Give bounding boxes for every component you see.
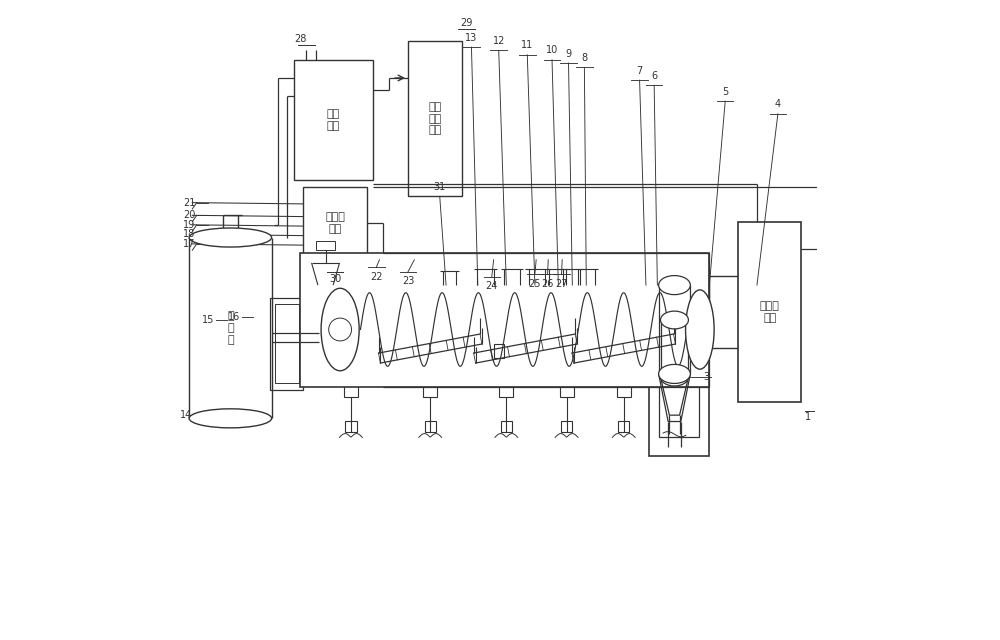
Bar <box>275 304 299 383</box>
Circle shape <box>329 318 352 341</box>
Bar <box>331 326 334 333</box>
Text: 1: 1 <box>805 412 811 422</box>
Bar <box>294 60 373 180</box>
Text: 12: 12 <box>493 36 505 46</box>
Bar <box>738 221 801 403</box>
Text: 废气
处理
系统: 废气 处理 系统 <box>428 102 442 135</box>
Text: 13: 13 <box>465 33 478 43</box>
Ellipse shape <box>659 364 690 383</box>
Circle shape <box>361 328 365 332</box>
Circle shape <box>333 314 337 318</box>
Text: 再
燃
室: 再 燃 室 <box>227 311 234 344</box>
Bar <box>344 326 347 333</box>
Bar <box>499 375 513 397</box>
Bar <box>319 285 706 374</box>
Text: 11: 11 <box>521 40 533 51</box>
Ellipse shape <box>189 409 272 428</box>
Circle shape <box>315 328 319 332</box>
Circle shape <box>333 341 337 345</box>
Bar <box>649 320 709 456</box>
Bar <box>348 326 351 333</box>
Text: 2: 2 <box>703 323 709 333</box>
Bar <box>659 339 699 437</box>
Ellipse shape <box>189 228 272 247</box>
Bar <box>339 326 342 333</box>
Text: 余热
锅炉: 余热 锅炉 <box>327 109 340 131</box>
Text: 16: 16 <box>228 312 240 322</box>
Ellipse shape <box>686 290 714 369</box>
Text: 15: 15 <box>202 315 215 325</box>
Text: 31: 31 <box>434 182 446 192</box>
Bar <box>300 253 709 387</box>
Bar <box>303 187 367 260</box>
Bar <box>345 421 357 432</box>
Text: 29: 29 <box>461 18 473 28</box>
Bar <box>494 344 504 358</box>
Circle shape <box>359 333 363 337</box>
Text: 高温热
解炉: 高温热 解炉 <box>760 301 780 323</box>
Bar <box>344 375 358 397</box>
Circle shape <box>318 333 321 337</box>
Circle shape <box>324 317 328 321</box>
Bar <box>316 241 335 250</box>
Bar <box>408 41 462 196</box>
Bar <box>327 326 330 333</box>
Bar <box>423 375 437 397</box>
Text: 26: 26 <box>541 279 554 289</box>
Circle shape <box>343 341 347 345</box>
Text: 3: 3 <box>703 372 709 382</box>
Ellipse shape <box>659 276 690 294</box>
Circle shape <box>343 314 347 318</box>
Circle shape <box>324 339 328 342</box>
Bar <box>561 421 572 432</box>
Text: 8: 8 <box>581 53 587 63</box>
Bar <box>560 375 574 397</box>
Text: 20: 20 <box>183 211 195 220</box>
Text: 19: 19 <box>183 220 195 230</box>
Circle shape <box>359 322 363 326</box>
Text: 6: 6 <box>651 71 657 81</box>
Circle shape <box>352 339 356 342</box>
Text: 冷却水
系统: 冷却水 系统 <box>325 212 345 234</box>
Text: 28: 28 <box>294 34 306 44</box>
Text: 4: 4 <box>775 99 781 109</box>
Ellipse shape <box>321 288 359 371</box>
Text: 22: 22 <box>370 272 383 282</box>
Ellipse shape <box>661 368 688 386</box>
Text: 9: 9 <box>565 49 572 59</box>
Bar <box>617 375 631 397</box>
Bar <box>501 421 512 432</box>
Text: 5: 5 <box>722 86 728 97</box>
Text: 21: 21 <box>183 198 195 207</box>
Bar <box>322 326 326 333</box>
Text: 23: 23 <box>402 276 414 286</box>
Bar <box>425 421 436 432</box>
Bar <box>618 421 629 432</box>
Text: 14: 14 <box>180 410 192 420</box>
Text: 17: 17 <box>183 239 195 249</box>
Text: 27: 27 <box>555 279 568 289</box>
Ellipse shape <box>661 311 688 329</box>
Text: 25: 25 <box>529 279 541 289</box>
Bar <box>270 298 303 390</box>
Circle shape <box>352 317 356 321</box>
Text: 30: 30 <box>329 274 341 284</box>
Text: 10: 10 <box>546 45 558 56</box>
Text: 24: 24 <box>486 282 498 291</box>
Text: 7: 7 <box>636 66 643 76</box>
Bar <box>335 326 338 333</box>
Circle shape <box>318 322 321 326</box>
Text: 18: 18 <box>183 229 195 239</box>
